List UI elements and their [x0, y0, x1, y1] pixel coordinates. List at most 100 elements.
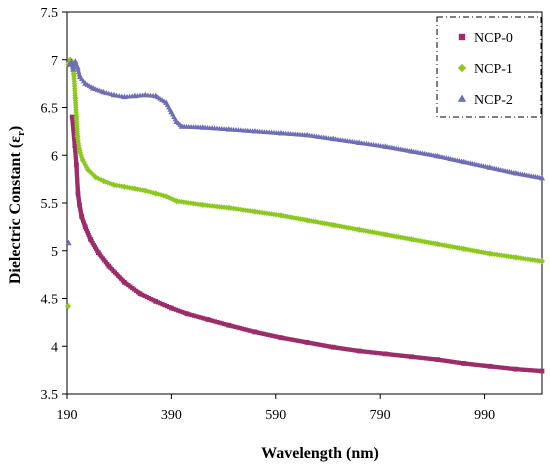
data-point-ncp-0	[219, 321, 224, 326]
data-point-ncp-0	[212, 319, 217, 324]
data-point-ncp-0	[449, 359, 454, 364]
data-point-ncp-0	[397, 353, 402, 358]
x-tick-label: 990	[474, 408, 495, 423]
data-point-ncp-1	[64, 303, 72, 310]
data-point-ncp-0	[539, 368, 545, 374]
data-point-ncp-0	[76, 198, 82, 203]
data-point-ncp-0	[196, 314, 201, 320]
data-point-ncp-0	[492, 364, 497, 369]
data-point-ncp-0	[191, 313, 197, 318]
data-point-ncp-0	[74, 167, 79, 172]
data-point-ncp-0	[376, 351, 381, 356]
data-point-ncp-0	[318, 342, 323, 347]
data-point-ncp-0	[513, 366, 519, 372]
data-point-ncp-0	[409, 354, 414, 360]
data-point-ncp-0	[75, 184, 80, 189]
series-ncp-1	[64, 56, 546, 310]
data-point-ncp-0	[350, 347, 355, 353]
data-point-ncp-0	[418, 355, 424, 360]
data-point-ncp-0	[287, 337, 292, 342]
data-point-ncp-0	[80, 218, 86, 223]
series-layer	[64, 56, 546, 374]
data-point-ncp-0	[497, 365, 502, 370]
data-point-ncp-0	[528, 368, 533, 373]
data-point-ncp-0	[311, 341, 316, 346]
data-point-ncp-0	[198, 315, 204, 320]
data-point-ncp-1	[76, 142, 82, 149]
data-point-ncp-0	[74, 169, 79, 174]
data-point-ncp-0	[268, 333, 273, 338]
data-point-ncp-0	[399, 353, 405, 358]
data-point-ncp-0	[144, 294, 149, 300]
data-point-ncp-0	[222, 321, 227, 327]
data-point-ncp-0	[77, 205, 83, 210]
data-point-ncp-0	[164, 304, 170, 309]
data-point-ncp-0	[265, 332, 271, 337]
data-point-ncp-2	[65, 239, 72, 246]
data-point-ncp-0	[162, 303, 167, 308]
data-point-ncp-0	[411, 354, 416, 360]
data-point-ncp-0	[210, 318, 215, 323]
data-point-ncp-0	[72, 136, 77, 142]
data-point-ncp-0	[473, 362, 478, 367]
data-point-ncp-1	[100, 177, 107, 185]
y-tick-label: 5.5	[41, 197, 59, 212]
data-point-ncp-0	[369, 350, 374, 355]
y-axis-title: Dielectric Constant (εr)	[7, 126, 27, 284]
data-point-ncp-0	[487, 363, 493, 369]
data-point-ncp-0	[523, 367, 528, 372]
data-point-ncp-0	[142, 293, 147, 299]
data-point-ncp-0	[205, 317, 211, 322]
data-point-ncp-2	[70, 65, 77, 72]
legend-marker-ncp-1	[457, 63, 467, 73]
data-point-ncp-0	[307, 340, 312, 345]
x-tick-label: 390	[161, 408, 182, 423]
data-point-ncp-0	[298, 339, 303, 344]
data-point-ncp-0	[338, 346, 343, 351]
data-point-ncp-0	[270, 333, 275, 338]
data-point-ncp-0	[499, 365, 504, 370]
data-point-ncp-0	[320, 343, 325, 348]
data-point-ncp-0	[466, 361, 471, 367]
data-point-ncp-0	[520, 367, 526, 372]
data-point-ncp-0	[364, 349, 369, 354]
data-point-ncp-0	[69, 114, 75, 120]
data-point-ncp-0	[494, 364, 500, 370]
data-point-ncp-1	[169, 196, 176, 202]
data-point-ncp-0	[75, 182, 80, 187]
data-point-ncp-0	[383, 351, 388, 357]
data-point-ncp-0	[490, 364, 495, 369]
data-point-ncp-0	[194, 314, 199, 319]
legend-label-ncp-0: NCP-0	[474, 31, 513, 46]
data-point-ncp-0	[231, 324, 236, 329]
data-point-ncp-0	[81, 220, 86, 225]
data-point-ncp-0	[482, 363, 488, 368]
data-point-ncp-0	[300, 339, 305, 344]
data-point-ncp-0	[447, 359, 452, 364]
data-point-ncp-0	[70, 121, 75, 126]
data-point-ncp-0	[171, 306, 176, 311]
data-point-ncp-0	[70, 119, 75, 124]
data-point-ncp-2	[76, 69, 82, 75]
y-axis-title-subscript: r	[15, 131, 27, 136]
legend-label-ncp-2: NCP-2	[474, 93, 513, 108]
data-point-ncp-0	[294, 338, 299, 343]
data-point-ncp-0	[516, 367, 521, 372]
data-point-ncp-0	[442, 358, 447, 363]
data-point-ncp-0	[74, 164, 79, 170]
data-point-ncp-1	[121, 183, 128, 190]
data-point-ncp-0	[73, 162, 79, 168]
legend-marker-ncp-2	[457, 94, 467, 102]
data-point-ncp-1	[102, 179, 109, 185]
data-point-ncp-0	[79, 213, 85, 219]
data-point-ncp-0	[168, 305, 174, 311]
data-point-ncp-0	[160, 302, 165, 307]
data-point-ncp-1	[79, 154, 85, 161]
data-point-ncp-0	[75, 175, 80, 181]
data-point-ncp-0	[518, 367, 523, 372]
data-point-ncp-0	[392, 352, 397, 358]
data-point-ncp-0	[146, 295, 152, 301]
data-point-ncp-0	[257, 330, 262, 335]
data-point-ncp-2	[538, 174, 546, 181]
data-point-ncp-0	[217, 320, 222, 325]
